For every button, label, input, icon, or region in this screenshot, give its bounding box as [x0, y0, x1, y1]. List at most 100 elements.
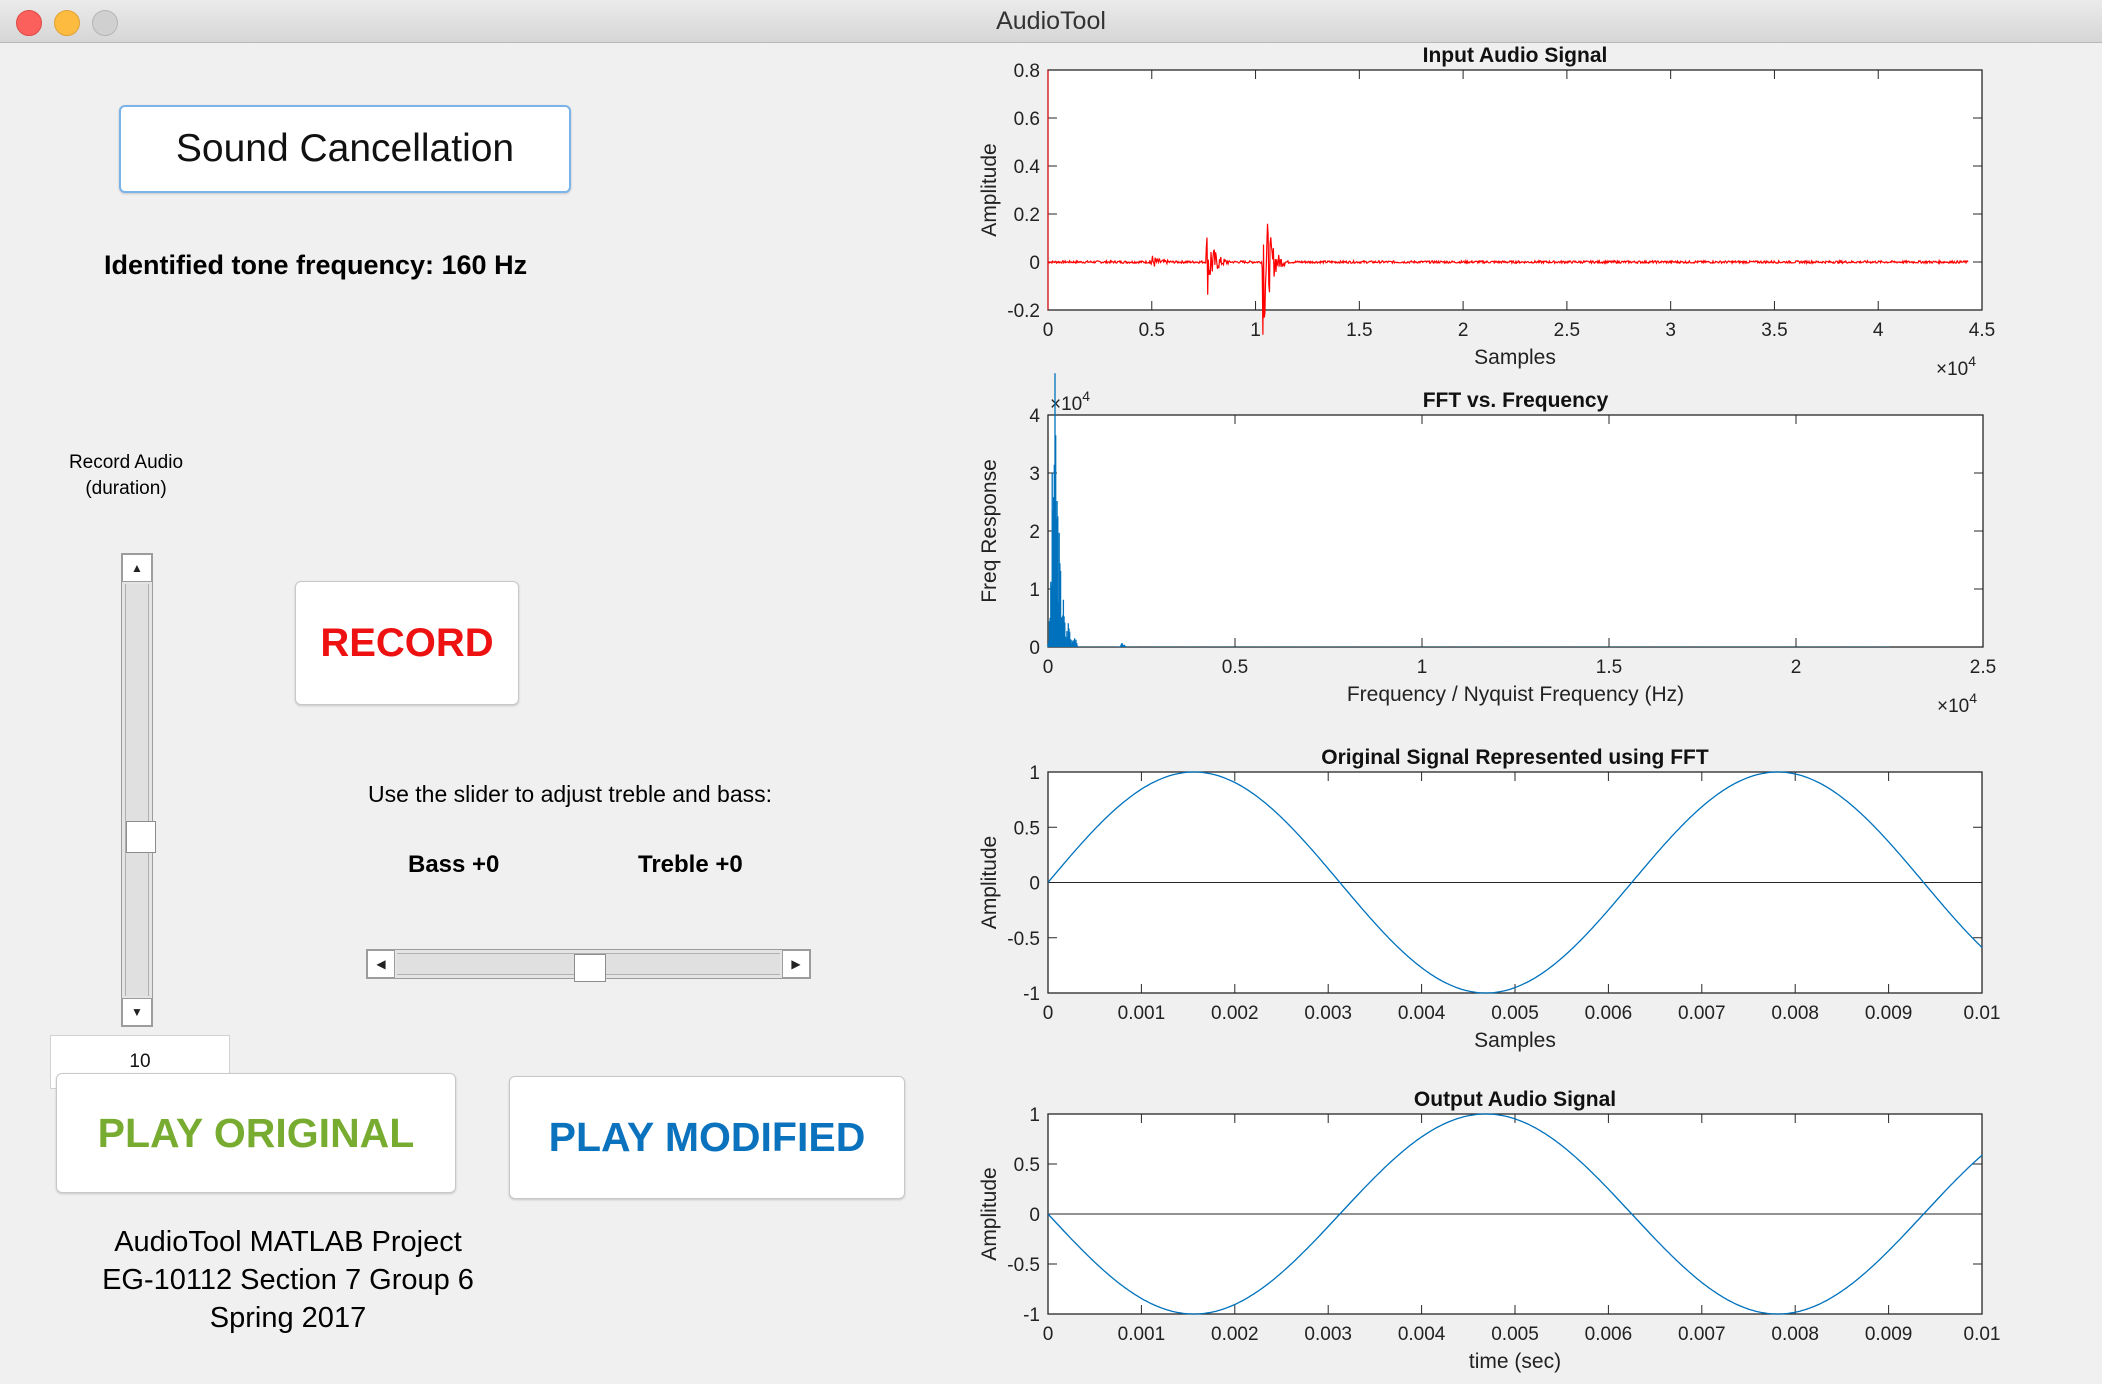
y-axis-label: Freq Response [978, 459, 1001, 603]
minimize-window-button[interactable] [54, 10, 80, 36]
play-modified-button[interactable]: PLAY MODIFIED [509, 1076, 905, 1199]
treble-bass-slider[interactable]: ◀ ▶ [366, 949, 811, 982]
plot-axes-box [1047, 69, 1983, 311]
x-tick-label: 0.009 [1865, 1003, 1913, 1024]
fft-spectrum-line [1047, 373, 1891, 647]
window-title: AudioTool [996, 7, 1106, 35]
y-tick-label: 1 [1029, 580, 1040, 601]
duration-slider[interactable]: ▲ ▼ [121, 553, 156, 1027]
credits: AudioTool MATLAB Project EG-10112 Sectio… [68, 1223, 508, 1337]
sine-signal-line [1047, 771, 1983, 994]
y-tick-label: 1 [1029, 1105, 1040, 1126]
x-tick-label: 3.5 [1761, 320, 1787, 341]
plot-2: FFT vs. Frequency 0 0.5 1 1.5 2 2.5 0 1 2 3 4 Freque… [978, 373, 1996, 717]
x-tick-label: 0.008 [1771, 1324, 1819, 1345]
x-tick-label: 0.5 [1139, 320, 1165, 341]
close-window-button[interactable] [16, 10, 42, 36]
y-tick-label: 0.4 [1014, 157, 1041, 178]
y-tick-label: -0.5 [1007, 929, 1040, 950]
x-tick-label: 0.002 [1211, 1003, 1259, 1024]
x-tick-label: 4 [1873, 320, 1884, 341]
y-tick-label: 3 [1029, 464, 1040, 485]
x-tick-label: 1 [1417, 657, 1428, 678]
x-axis-label: Samples [1474, 346, 1556, 369]
x-tick-label: 1 [1250, 320, 1261, 341]
y-tick-label: 0 [1029, 1205, 1040, 1226]
sine-signal-line [1047, 1113, 1983, 1315]
y-tick-label: 4 [1029, 406, 1040, 427]
y-tick-label: 0 [1029, 638, 1040, 659]
x-axis-label: time (sec) [1469, 1350, 1561, 1373]
credit-line-project: AudioTool MATLAB Project [114, 1226, 462, 1258]
x-tick-label: 0.001 [1118, 1003, 1166, 1024]
y-tick-label: 0.5 [1014, 818, 1040, 839]
y-tick-label: 2 [1029, 522, 1040, 543]
x-tick-label: 0.006 [1585, 1003, 1633, 1024]
slider-down-arrow-icon[interactable]: ▼ [122, 998, 152, 1026]
x-axis-label: Samples [1474, 1029, 1556, 1052]
record-audio-title: Record Audio [68, 452, 184, 473]
title-bar: AudioTool [0, 0, 2102, 43]
y-axis-label: Amplitude [978, 1167, 1001, 1260]
record-audio-subtitle: (duration) [85, 478, 167, 499]
plot-3: Original Signal Represented using FFT 0 0.… [978, 746, 2000, 1052]
maximize-window-button[interactable] [92, 10, 118, 36]
record-audio-label: Record Audio (duration) [56, 450, 196, 502]
y-multiplier-label: ×104 [1050, 388, 1090, 415]
x-tick-label: 2.5 [1970, 657, 1996, 678]
input-signal-line [1047, 223, 1969, 335]
slider-right-arrow-icon[interactable]: ▶ [782, 950, 810, 978]
x-tick-label: 0.004 [1398, 1324, 1446, 1345]
x-tick-label: 0.006 [1585, 1324, 1633, 1345]
plot-title: Input Audio Signal [1423, 44, 1608, 67]
play-original-button[interactable]: PLAY ORIGINAL [56, 1073, 456, 1193]
y-tick-label: -0.5 [1007, 1255, 1040, 1276]
treble-bass-slider-track[interactable] [397, 953, 780, 982]
sound-cancellation-button[interactable]: Sound Cancellation [119, 105, 571, 193]
x-tick-label: 0.009 [1865, 1324, 1913, 1345]
y-tick-label: 1 [1029, 763, 1040, 784]
x-tick-label: 0.005 [1491, 1003, 1539, 1024]
x-tick-label: 0 [1043, 320, 1054, 341]
x-tick-label: 0.007 [1678, 1003, 1726, 1024]
x-tick-label: 0.003 [1304, 1003, 1352, 1024]
x-tick-label: 0 [1043, 1003, 1054, 1024]
slider-instruction: Use the slider to adjust treble and bass… [368, 781, 773, 807]
x-tick-label: 0 [1043, 1324, 1054, 1345]
y-tick-label: 0.8 [1014, 61, 1040, 82]
x-axis-label: Frequency / Nyquist Frequency (Hz) [1347, 683, 1684, 706]
x-tick-label: 0.01 [1964, 1324, 2001, 1345]
slider-up-arrow-icon[interactable]: ▲ [122, 554, 152, 582]
y-tick-label: -0.2 [1007, 301, 1040, 322]
x-tick-label: 0.002 [1211, 1324, 1259, 1345]
identified-tone-label: Identified tone frequency: 160 Hz [104, 250, 528, 280]
duration-slider-thumb[interactable] [126, 821, 156, 853]
x-tick-label: 1.5 [1596, 657, 1622, 678]
x-tick-label: 0 [1043, 657, 1054, 678]
x-tick-label: 0.01 [1964, 1003, 2001, 1024]
y-tick-label: 0.5 [1014, 1155, 1040, 1176]
x-tick-label: 0.004 [1398, 1003, 1446, 1024]
credit-line-section: EG-10112 Section 7 Group 6 [102, 1264, 474, 1296]
slider-left-arrow-icon[interactable]: ◀ [367, 950, 395, 978]
x-tick-label: 3 [1665, 320, 1676, 341]
y-tick-label: 0 [1029, 874, 1040, 895]
x-tick-label: 2 [1791, 657, 1802, 678]
x-tick-label: 0.007 [1678, 1324, 1726, 1345]
record-button[interactable]: RECORD [295, 581, 519, 705]
y-tick-label: -1 [1023, 1305, 1040, 1326]
treble-label: Treble +0 [638, 851, 743, 878]
plot-axes-box [1047, 414, 1984, 648]
treble-bass-slider-thumb[interactable] [574, 954, 606, 982]
y-axis-label: Amplitude [978, 836, 1001, 929]
y-axis-label: Amplitude [978, 143, 1001, 236]
plot-title: Output Audio Signal [1414, 1088, 1616, 1111]
credit-line-term: Spring 2017 [209, 1302, 367, 1334]
x-tick-label: 0.001 [1118, 1324, 1166, 1345]
y-tick-label: 0.6 [1014, 109, 1040, 130]
duration-slider-track[interactable] [125, 584, 156, 996]
y-tick-label: 0.2 [1014, 205, 1040, 226]
x-tick-label: 0.003 [1304, 1324, 1352, 1345]
x-tick-label: 1.5 [1346, 320, 1372, 341]
